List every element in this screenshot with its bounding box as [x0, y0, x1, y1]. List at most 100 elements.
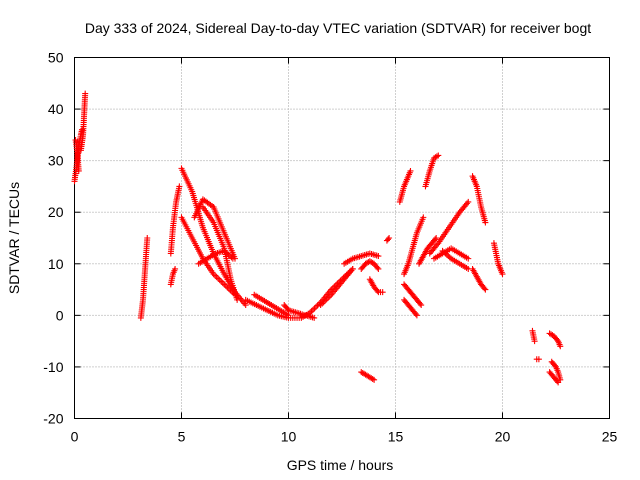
data-point: [446, 254, 453, 261]
data-point: [311, 314, 318, 321]
data-point: [386, 235, 393, 241]
data-point: [385, 236, 392, 243]
x-tick-labels: 0 5 10 15 20 25: [71, 429, 618, 445]
grid: [74, 57, 610, 419]
series-s16: [317, 265, 356, 309]
data-point: [465, 255, 472, 262]
data-point: [212, 272, 219, 279]
data-point: [311, 305, 318, 312]
data-point: [218, 278, 225, 285]
data-point: [420, 214, 427, 221]
y-tick-label: 30: [48, 153, 64, 169]
series-s11: [199, 204, 241, 303]
data-point: [445, 253, 452, 260]
data-point: [435, 152, 442, 159]
data-point: [531, 338, 538, 345]
data-point: [413, 312, 420, 319]
series-s33: [490, 240, 506, 278]
series-s35: [533, 356, 542, 363]
data-point: [82, 90, 89, 97]
series-s32: [469, 265, 489, 293]
y-tick-label: 50: [48, 50, 64, 66]
x-tick-label: 5: [178, 429, 186, 445]
data-point: [482, 286, 489, 293]
data-point: [229, 255, 236, 262]
data-point: [442, 250, 449, 257]
data-point: [554, 378, 561, 385]
data-point: [555, 379, 562, 386]
data-point: [222, 282, 229, 289]
series-s09: [191, 196, 238, 262]
data-point: [374, 264, 381, 271]
x-tick-label: 20: [495, 429, 511, 445]
data-point: [375, 265, 382, 272]
data-point: [407, 167, 414, 174]
axis-ticks: [74, 57, 610, 419]
data-point: [412, 311, 419, 318]
data-point: [228, 254, 235, 261]
data-point: [371, 376, 378, 383]
y-axis-label: SDTVAR / TECUs: [6, 182, 22, 294]
series-s04: [137, 235, 151, 321]
data-point: [554, 336, 561, 343]
data-point: [216, 276, 223, 283]
series-s27: [422, 152, 442, 190]
series-s28: [426, 198, 472, 257]
data-point: [379, 289, 386, 296]
x-tick-label: 0: [71, 429, 79, 445]
series-s18: [358, 258, 382, 272]
data-point: [551, 362, 558, 369]
data-point: [418, 302, 425, 309]
series-s31: [469, 173, 489, 226]
series-s37: [548, 358, 564, 383]
data-point: [465, 198, 472, 205]
y-tick-label: 10: [48, 256, 64, 272]
data-point: [417, 300, 424, 307]
series-s20: [358, 369, 378, 383]
data-point: [309, 306, 316, 313]
data-point: [369, 375, 376, 382]
y-tick-label: 40: [48, 101, 64, 117]
data-point: [557, 343, 564, 350]
series-s06: [167, 183, 183, 257]
data-point: [219, 279, 226, 286]
y-tick-labels: -20 -10 0 10 20 30 40 50: [43, 50, 63, 427]
data-points: [71, 90, 564, 386]
data-point: [432, 236, 439, 243]
series-s13: [251, 291, 292, 319]
series-s25: [401, 296, 420, 319]
series-s19: [366, 276, 386, 296]
data-point: [439, 247, 446, 254]
data-point: [535, 356, 542, 363]
series-s03: [77, 90, 89, 154]
data-point: [374, 287, 381, 294]
data-point: [433, 235, 440, 241]
data-point: [441, 249, 448, 256]
series-s36: [546, 330, 564, 350]
y-tick-label: 20: [48, 204, 64, 220]
x-tick-label: 25: [602, 429, 618, 445]
data-point: [481, 285, 488, 292]
series-s34: [529, 327, 538, 345]
data-point: [144, 235, 151, 241]
x-tick-label: 15: [388, 429, 404, 445]
data-point: [433, 153, 440, 160]
plot-frame: [74, 57, 610, 419]
series-s17: [341, 250, 382, 267]
data-point: [285, 312, 292, 319]
data-point: [482, 219, 489, 226]
series-s24: [401, 281, 425, 309]
series-s38: [546, 369, 562, 386]
data-point: [349, 265, 356, 272]
series-s30: [439, 247, 472, 272]
data-point: [221, 281, 228, 288]
series-s07: [178, 165, 249, 309]
series-s21: [383, 235, 393, 244]
data-point: [213, 274, 220, 281]
x-axis-label: GPS time / hours: [287, 457, 394, 473]
data-point: [375, 253, 382, 260]
series-s05: [167, 265, 179, 288]
data-point: [215, 275, 222, 282]
data-point: [78, 126, 85, 133]
